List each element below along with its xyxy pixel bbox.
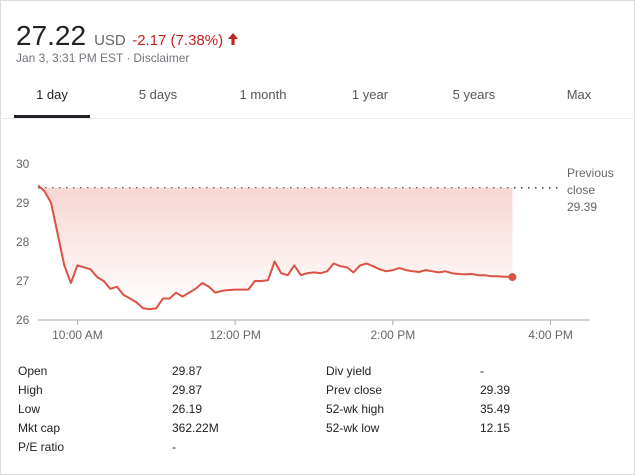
price-change: -2.17 (7.38%) — [132, 32, 224, 49]
price-chart[interactable]: 26 27 28 29 30 10:00 AM 12:00 PM 2:00 PM 4:00 P… — [0, 118, 635, 343]
stat-label-52wk-high: 52-wk high — [326, 402, 385, 416]
tabs-divider — [0, 118, 635, 119]
tab-5-years[interactable]: 5 years — [452, 87, 496, 102]
tab-1-year[interactable]: 1 year — [351, 87, 389, 102]
y-tick-label: 27 — [16, 274, 30, 288]
stat-value-prev-close: 29.39 — [480, 383, 511, 397]
y-tick-label: 30 — [16, 157, 30, 171]
price-line — [37, 184, 513, 311]
tab-1-month[interactable]: 1 month — [239, 87, 287, 102]
tab-5-days[interactable]: 5 days — [138, 87, 178, 102]
quote-timestamp-row: Jan 3, 3:31 PM EST · Disclaimer — [16, 51, 189, 65]
y-tick-label: 29 — [16, 196, 30, 210]
stat-value-low: 26.19 — [172, 402, 203, 416]
x-tick-label: 2:00 PM — [371, 328, 416, 342]
stat-value-52wk-high: 35.49 — [480, 402, 511, 416]
arrow-up-icon — [228, 33, 239, 45]
stat-value-high: 29.87 — [172, 383, 203, 397]
stat-value-div-yield: - — [480, 364, 484, 378]
tab-max[interactable]: Max — [566, 87, 592, 102]
stat-value-open: 29.87 — [172, 364, 203, 378]
stat-label-52wk-low: 52-wk low — [326, 421, 380, 435]
x-tick-label: 10:00 AM — [52, 328, 103, 342]
stat-label-pe-ratio: P/E ratio — [18, 440, 65, 454]
stat-label-low: Low — [18, 402, 41, 416]
y-tick-label: 26 — [16, 313, 30, 327]
currency-label: USD — [94, 32, 126, 49]
previous-close-label-1: Previous — [567, 166, 614, 180]
current-price-dot — [508, 273, 517, 282]
x-tick-label: 4:00 PM — [528, 328, 573, 342]
current-price: 27.22 — [16, 20, 87, 51]
range-tabs: 1 day 5 days 1 month 1 year 5 years Max — [0, 74, 635, 118]
stat-label-prev-close: Prev close — [326, 383, 383, 397]
y-tick-label: 28 — [16, 235, 30, 249]
x-axis: 10:00 AM 12:00 PM 2:00 PM 4:00 PM — [38, 319, 590, 342]
stat-label-div-yield: Div yield — [326, 364, 372, 378]
stat-label-high: High — [18, 383, 43, 397]
stat-value-pe-ratio: - — [172, 440, 176, 454]
stat-label-mkt-cap: Mkt cap — [18, 421, 61, 435]
y-axis: 26 27 28 29 30 — [16, 157, 30, 327]
stat-value-mkt-cap: 362.22M — [172, 421, 219, 435]
tab-1-day[interactable]: 1 day — [14, 74, 90, 118]
previous-close-value: 29.39 — [567, 200, 597, 214]
quote-date: Jan 3, 3:31 PM EST — [16, 51, 124, 65]
stat-value-52wk-low: 12.15 — [480, 421, 511, 435]
previous-close-label-2: close — [567, 183, 595, 197]
separator-dot: · — [126, 51, 131, 65]
x-tick-label: 12:00 PM — [209, 328, 260, 342]
stat-label-open: Open — [18, 364, 48, 378]
disclaimer-link[interactable]: Disclaimer — [133, 51, 190, 65]
price-area-fill — [38, 185, 513, 310]
price-header: 27.22 USD -2.17 (7.38%) — [16, 20, 240, 52]
